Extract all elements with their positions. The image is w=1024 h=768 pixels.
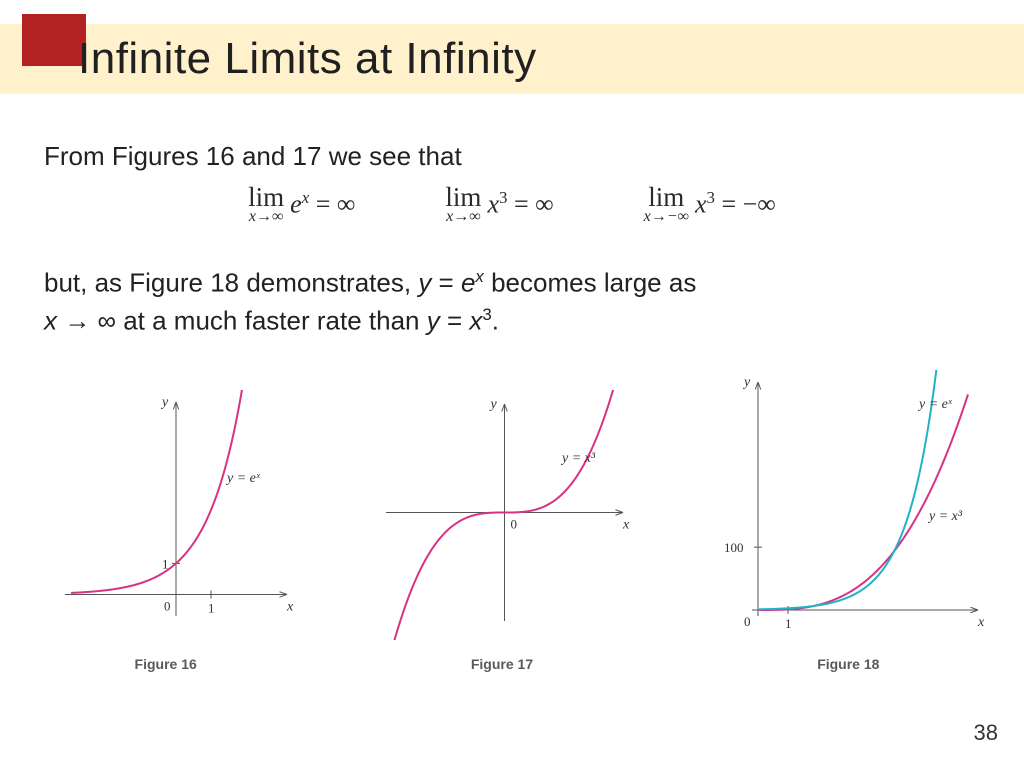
page-title: Infinite Limits at Infinity: [78, 34, 537, 84]
svg-text:y: y: [488, 397, 497, 412]
text-seg: becomes large as: [484, 268, 696, 298]
svg-text:x: x: [286, 599, 294, 614]
figure-17: x y 0 y = x³ Figure 17: [362, 390, 642, 672]
period: .: [492, 306, 499, 336]
eq-result: = −∞: [715, 190, 776, 219]
lim-subscript: x→−∞: [644, 209, 689, 224]
figure-17-caption: Figure 17: [471, 656, 533, 672]
text-seg: but, as Figure 18 demonstrates,: [44, 268, 418, 298]
lim-subscript: x→∞: [446, 209, 481, 224]
svg-text:1: 1: [208, 600, 215, 615]
eq-body-base: x: [487, 190, 499, 219]
eq-result: = ∞: [507, 190, 553, 219]
svg-text:x: x: [622, 518, 630, 533]
svg-text:y = x³: y = x³: [560, 451, 596, 466]
eq-body-base: x: [695, 190, 707, 219]
intro-line-1: From Figures 16 and 17 we see that: [44, 140, 462, 173]
svg-text:0: 0: [164, 598, 171, 613]
arrow-infty: → ∞: [57, 306, 123, 336]
text-seg: at a much faster rate than: [123, 306, 427, 336]
figure-16-caption: Figure 16: [135, 656, 197, 672]
page-number: 38: [974, 720, 998, 746]
title-red-accent: [22, 14, 86, 66]
eq-x: x: [44, 306, 57, 336]
eq-equals: =: [431, 268, 461, 298]
figure-18: x y 100 1 0 y = eˣ y = x³ Figure 18: [703, 370, 993, 672]
equation-1: lim x→∞ ex = ∞: [248, 185, 355, 224]
equation-3: lim x→−∞ x3 = −∞: [644, 185, 776, 224]
figure-16: xy110y = eˣ Figure 16: [31, 390, 301, 672]
eq-e-sup: x: [475, 267, 483, 286]
lim-label: lim: [248, 185, 284, 211]
figure-16-chart: xy110y = eˣ: [31, 390, 301, 640]
eq-x-base: x: [469, 306, 482, 336]
svg-text:x: x: [977, 615, 985, 630]
svg-text:1: 1: [785, 616, 792, 631]
svg-text:y: y: [160, 395, 169, 410]
eq-y: y: [418, 268, 431, 298]
lim-subscript: x→∞: [249, 209, 284, 224]
svg-text:y: y: [742, 375, 751, 390]
lim-label: lim: [648, 185, 684, 211]
svg-text:y = eˣ: y = eˣ: [225, 471, 261, 486]
figures-row: x y 1 1 0 y = eˣ Figure 16 x y 0 y = x³ Figure 1…: [0, 370, 1024, 672]
eq-body-sup: 3: [707, 188, 715, 207]
figure-17-chart: x y 0 y = x³: [362, 390, 642, 640]
svg-text:0: 0: [510, 517, 517, 532]
eq-result: = ∞: [309, 190, 355, 219]
figure-18-chart: x y 100 1 0 y = eˣ y = x³: [703, 370, 993, 640]
svg-text:y = eˣ: y = eˣ: [917, 397, 953, 412]
svg-text:0: 0: [744, 614, 751, 629]
lim-label: lim: [445, 185, 481, 211]
svg-text:100: 100: [724, 540, 744, 555]
eq-x-sup: 3: [482, 305, 491, 324]
body-line-2: but, as Figure 18 demonstrates, y = ex b…: [44, 266, 964, 299]
body-line-3: x → ∞ at a much faster rate than y = x3.: [44, 304, 964, 337]
equation-2: lim x→∞ x3 = ∞: [445, 185, 553, 224]
equations-row: lim x→∞ ex = ∞ lim x→∞ x3 = ∞ lim x→−∞ x…: [0, 185, 1024, 224]
eq-e: e: [461, 268, 475, 298]
eq-equals: =: [440, 306, 470, 336]
eq-body-base: e: [290, 190, 302, 219]
eq-y: y: [427, 306, 440, 336]
svg-text:y = x³: y = x³: [927, 509, 963, 524]
figure-18-caption: Figure 18: [817, 656, 879, 672]
